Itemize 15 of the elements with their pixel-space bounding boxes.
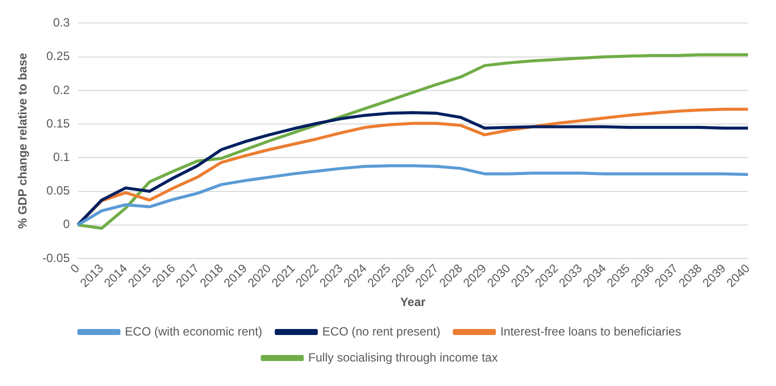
legend-label: Interest-free loans to beneficiaries xyxy=(500,324,682,338)
y-tick-label: -0.05 xyxy=(42,250,70,265)
x-axis-title: Year xyxy=(400,295,426,310)
legend-label: Fully socialising through income tax xyxy=(308,350,498,364)
legend-label: ECO (with economic rent) xyxy=(124,324,262,338)
y-tick-label: 0 xyxy=(63,217,70,232)
y-tick-label: 0.05 xyxy=(46,184,70,198)
y-tick-label: 0.15 xyxy=(46,116,70,130)
y-tick-label: 0.1 xyxy=(53,150,70,164)
y-tick-label: 0.25 xyxy=(46,49,70,64)
y-tick-label: 0.3 xyxy=(53,16,70,30)
y-axis-title: % GDP change relative to base xyxy=(16,52,30,229)
legend-label: ECO (no rent present) xyxy=(322,324,440,338)
y-tick-label: 0.2 xyxy=(53,82,70,97)
x-tick-label: 0 xyxy=(68,260,82,276)
